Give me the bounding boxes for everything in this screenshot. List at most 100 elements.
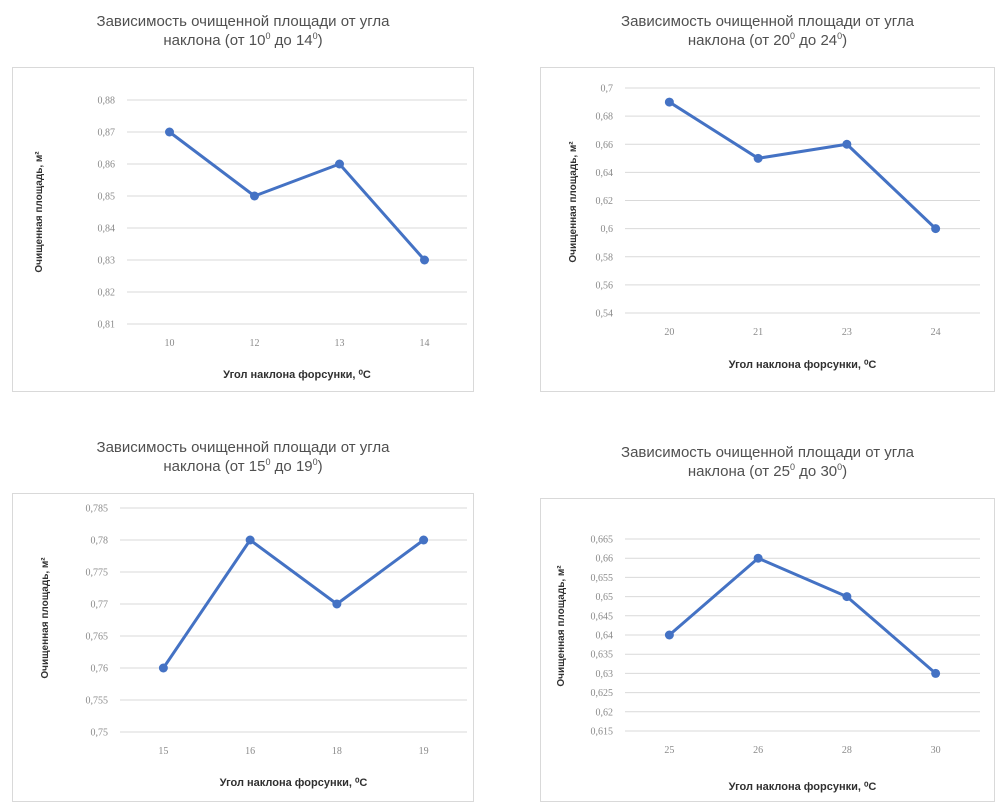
y-tick-label: 0,785 bbox=[86, 504, 109, 515]
y-tick-label: 0,83 bbox=[98, 256, 116, 267]
y-axis-label: Очищенная площадь, м² bbox=[556, 565, 567, 687]
chart-panel-1: Зависимость очищенной площади от угла на… bbox=[12, 12, 474, 392]
chart-frame-3 bbox=[12, 493, 474, 802]
x-tick-label: 28 bbox=[842, 745, 852, 756]
data-point bbox=[753, 153, 763, 163]
x-tick-label: 14 bbox=[420, 338, 430, 349]
chart-svg-4: 0,665 0,66 0,655 0,65 0,645 0,64 0,635 0,63 0,62… bbox=[556, 535, 980, 793]
title-line-2: наклона (от 100 до 140) bbox=[163, 31, 323, 50]
data-point bbox=[419, 535, 429, 545]
title-line-1: Зависимость очищенной площади от угла bbox=[96, 439, 390, 456]
y-tick-label: 0,655 bbox=[591, 573, 614, 584]
y-tick-label: 0,58 bbox=[596, 252, 614, 263]
y-tick-label: 0,66 bbox=[596, 554, 614, 565]
x-tick-label: 19 bbox=[419, 746, 429, 757]
x-tick-label: 30 bbox=[931, 745, 941, 756]
chart-panel-3: Зависимость очищенной площади от угла на… bbox=[12, 428, 474, 802]
chart-panel-4: Зависимость очищенной площади от угла на… bbox=[540, 428, 995, 802]
y-tick-label: 0,77 bbox=[91, 600, 109, 611]
y-tick-label: 0,64 bbox=[596, 168, 614, 179]
x-tick-label: 25 bbox=[664, 745, 674, 756]
y-tick-label: 0,82 bbox=[98, 288, 116, 299]
y-tick-label: 0,765 bbox=[86, 632, 109, 643]
data-point bbox=[842, 139, 852, 149]
y-tick-label: 0,615 bbox=[591, 727, 614, 738]
y-tick-label: 0,665 bbox=[591, 535, 614, 546]
y-tick-label: 0,65 bbox=[596, 592, 614, 603]
y-axis-label: Очищенная площадь, м² bbox=[568, 141, 579, 263]
x-tick-label: 10 bbox=[165, 338, 175, 349]
y-tick-label: 0,775 bbox=[86, 568, 109, 579]
x-tick-label: 12 bbox=[250, 338, 260, 349]
chart-title-2: Зависимость очищенной площади от угла на… bbox=[540, 12, 995, 50]
chart-panel-2: Зависимость очищенной площади от угла на… bbox=[540, 12, 995, 392]
title-line-2: наклона (от 150 до 190) bbox=[163, 457, 323, 476]
series-line bbox=[161, 538, 426, 670]
title-line-2: наклона (от 250 до 300) bbox=[687, 462, 848, 481]
title-line-1: Зависимость очищенной площади от угла bbox=[621, 444, 914, 461]
y-tick-label: 0,66 bbox=[596, 140, 614, 151]
data-point bbox=[842, 592, 852, 602]
series-line bbox=[667, 100, 938, 231]
y-tick-label: 0,68 bbox=[596, 112, 614, 123]
y-tick-label: 0,645 bbox=[591, 611, 614, 622]
chart-title-1: Зависимость очищенной площади от угла на… bbox=[12, 12, 474, 50]
data-point bbox=[250, 191, 259, 201]
chart-frame-4 bbox=[540, 498, 995, 802]
chart-svg-3: 0,785 0,78 0,775 0,77 0,765 0,76 0,755 0,75 15 16… bbox=[40, 504, 467, 789]
y-tick-label: 0,56 bbox=[596, 280, 614, 291]
x-tick-label: 26 bbox=[753, 745, 763, 756]
data-point bbox=[420, 255, 429, 265]
x-axis-label: Угол наклона форсунки, ⁰С bbox=[220, 777, 368, 789]
data-point bbox=[753, 553, 763, 563]
y-tick-label: 0,78 bbox=[91, 536, 109, 547]
title-line-1: Зависимость очищенной площади от угла bbox=[96, 13, 390, 30]
title-line-2: наклона (от 200 до 240) bbox=[687, 31, 848, 50]
x-tick-label: 15 bbox=[158, 746, 168, 757]
x-tick-label: 18 bbox=[332, 746, 342, 757]
x-tick-label: 21 bbox=[753, 327, 763, 338]
data-point bbox=[664, 97, 674, 107]
data-point bbox=[931, 224, 941, 234]
data-point bbox=[165, 127, 174, 137]
y-tick-label: 0,76 bbox=[91, 664, 109, 675]
y-tick-label: 0,64 bbox=[596, 631, 614, 642]
data-point bbox=[245, 535, 255, 545]
data-point bbox=[931, 668, 941, 678]
data-point bbox=[158, 663, 168, 673]
chart-title-3: Зависимость очищенной площади от угла на… bbox=[12, 438, 474, 476]
y-tick-label: 0,86 bbox=[98, 160, 116, 171]
y-tick-label: 0,85 bbox=[98, 192, 116, 203]
y-tick-label: 0,755 bbox=[86, 696, 109, 707]
y-axis-label: Очищенная площадь, м² bbox=[34, 151, 45, 273]
y-tick-label: 0,87 bbox=[98, 128, 116, 139]
data-point bbox=[335, 159, 344, 169]
x-tick-label: 20 bbox=[664, 327, 674, 338]
y-tick-label: 0,625 bbox=[591, 688, 614, 699]
y-tick-label: 0,75 bbox=[91, 728, 109, 739]
x-tick-label: 23 bbox=[842, 327, 852, 338]
y-tick-label: 0,635 bbox=[591, 650, 614, 661]
x-axis-label: Угол наклона форсунки, ⁰С bbox=[729, 359, 877, 371]
series-line bbox=[667, 556, 938, 675]
x-tick-label: 16 bbox=[245, 746, 255, 757]
chart-frame-2 bbox=[540, 67, 995, 392]
y-tick-label: 0,63 bbox=[596, 669, 614, 680]
title-line-1: Зависимость очищенной площади от угла bbox=[621, 13, 914, 30]
y-tick-label: 0,84 bbox=[98, 224, 116, 235]
chart-svg-2: 0,7 0,68 0,66 0,64 0,62 0,6 0,58 0,56 0,54 20 21 23… bbox=[568, 84, 980, 371]
y-tick-label: 0,62 bbox=[596, 196, 614, 207]
series-line bbox=[168, 130, 426, 262]
x-tick-label: 13 bbox=[335, 338, 345, 349]
y-tick-label: 0,81 bbox=[98, 320, 116, 331]
data-point bbox=[664, 630, 674, 640]
chart-title-4: Зависимость очищенной площади от угла на… bbox=[540, 443, 995, 481]
y-tick-label: 0,7 bbox=[601, 84, 614, 95]
y-tick-label: 0,54 bbox=[596, 309, 614, 320]
x-axis-label: Угол наклона форсунки, ⁰С bbox=[729, 781, 877, 793]
data-point bbox=[332, 599, 342, 609]
x-tick-label: 24 bbox=[931, 327, 941, 338]
y-tick-label: 0,6 bbox=[601, 224, 614, 235]
y-axis-label: Очищенная площадь, м² bbox=[40, 557, 51, 679]
y-tick-label: 0,88 bbox=[98, 96, 116, 107]
